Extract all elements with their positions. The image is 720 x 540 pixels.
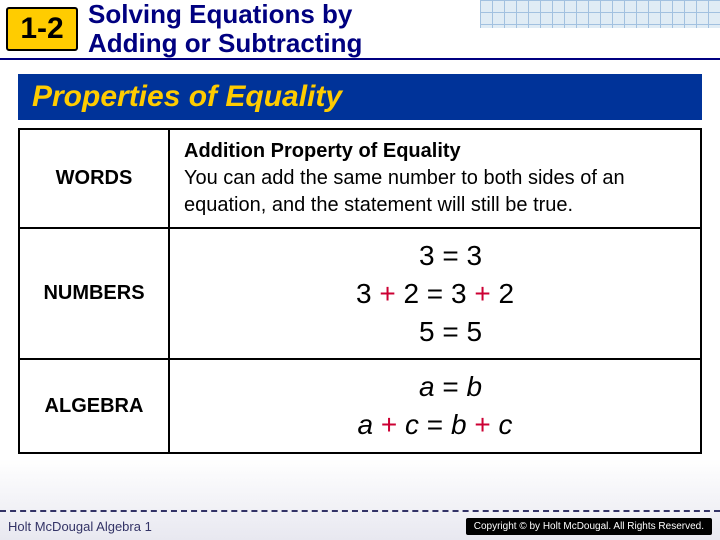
- eq-line: 5 = 5: [184, 313, 686, 351]
- header-grid-decoration: [480, 0, 720, 28]
- eq-term: 3: [451, 278, 467, 309]
- lesson-title-line2: Adding or Subtracting: [88, 29, 362, 58]
- eq-term: b: [451, 409, 467, 440]
- row-label-numbers: NUMBERS: [19, 228, 169, 359]
- eq-term: 2: [403, 278, 419, 309]
- eq-term: c: [498, 409, 512, 440]
- section-banner: Properties of Equality: [18, 74, 702, 120]
- algebra-equations: a = b a + c = b + c: [184, 368, 686, 444]
- eq-term: a: [358, 409, 374, 440]
- eq-term: 5: [467, 316, 483, 347]
- plus-icon: +: [474, 278, 490, 309]
- table-row: WORDS Addition Property of Equality You …: [19, 129, 701, 228]
- eq-term: 2: [498, 278, 514, 309]
- lesson-number-badge: 1-2: [6, 7, 78, 51]
- properties-table: WORDS Addition Property of Equality You …: [18, 128, 702, 454]
- eq-term: b: [467, 371, 483, 402]
- eq-term: 5: [419, 316, 435, 347]
- eq-line: a = b: [184, 368, 686, 406]
- property-description: You can add the same number to both side…: [184, 167, 625, 216]
- lesson-header: 1-2 Solving Equations by Adding or Subtr…: [0, 0, 720, 60]
- row-body-words: Addition Property of Equality You can ad…: [169, 129, 701, 228]
- eq-line: 3 = 3: [184, 237, 686, 275]
- eq-term: a: [419, 371, 435, 402]
- row-body-numbers: 3 = 3 3 + 2 = 3 + 2 5 = 5: [169, 228, 701, 359]
- eq-term: 3: [356, 278, 372, 309]
- row-label-words: WORDS: [19, 129, 169, 228]
- table-row: NUMBERS 3 = 3 3 + 2 = 3 + 2 5 = 5: [19, 228, 701, 359]
- plus-icon: +: [379, 278, 395, 309]
- row-body-algebra: a = b a + c = b + c: [169, 359, 701, 453]
- numbers-equations: 3 = 3 3 + 2 = 3 + 2 5 = 5: [184, 237, 686, 350]
- property-title: Addition Property of Equality: [184, 140, 461, 162]
- footer-copyright: Copyright © by Holt McDougal. All Rights…: [466, 518, 712, 535]
- row-label-algebra: ALGEBRA: [19, 359, 169, 453]
- eq-term: 3: [467, 240, 483, 271]
- footer-left-text: Holt McDougal Algebra 1: [8, 519, 152, 534]
- plus-icon: +: [474, 409, 490, 440]
- lesson-title-line1: Solving Equations by: [88, 0, 362, 29]
- eq-line: a + c = b + c: [184, 406, 686, 444]
- plus-icon: +: [381, 409, 397, 440]
- eq-line: 3 + 2 = 3 + 2: [184, 275, 686, 313]
- table-row: ALGEBRA a = b a + c = b + c: [19, 359, 701, 453]
- eq-term: c: [405, 409, 419, 440]
- footer: Holt McDougal Algebra 1 Copyright © by H…: [0, 512, 720, 540]
- eq-term: 3: [419, 240, 435, 271]
- lesson-title: Solving Equations by Adding or Subtracti…: [88, 0, 362, 57]
